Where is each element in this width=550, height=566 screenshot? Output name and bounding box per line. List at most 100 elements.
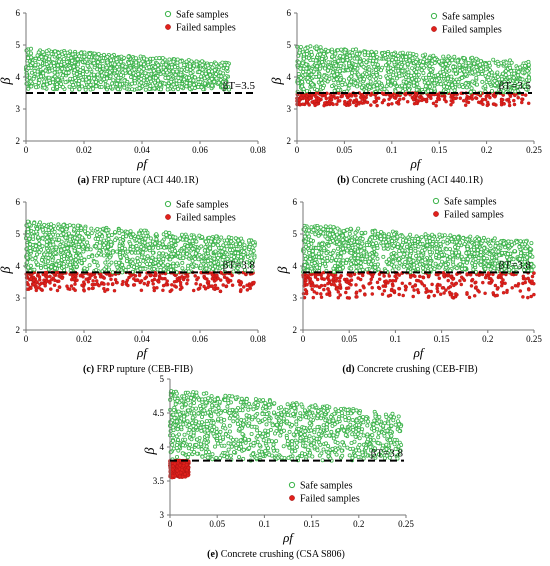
y-tick-label: 6 (16, 197, 21, 207)
safe-point (171, 264, 176, 269)
failed-point (68, 287, 72, 291)
safe-point (52, 70, 57, 75)
safe-point (193, 256, 198, 261)
safe-point (462, 56, 467, 61)
safe-point (148, 236, 153, 241)
failed-point (469, 284, 474, 288)
safe-point (410, 56, 415, 61)
failed-point (65, 284, 69, 288)
safe-point (173, 235, 178, 240)
safe-point (209, 76, 214, 81)
safe-point (427, 64, 432, 69)
failed-point (481, 280, 485, 285)
safe-point (78, 68, 83, 73)
safe-point (124, 234, 129, 239)
failed-point (530, 274, 535, 279)
safe-point (27, 222, 32, 227)
safe-point (76, 62, 81, 67)
safe-point (478, 62, 483, 67)
failed-point (139, 279, 144, 283)
safe-point (338, 77, 343, 82)
x-axis-label: ρf (136, 345, 149, 360)
safe-point (441, 84, 446, 89)
safe-point (443, 62, 448, 67)
safe-point (73, 262, 78, 267)
safe-point (175, 57, 180, 62)
safe-point (407, 54, 412, 59)
safe-point (100, 73, 105, 78)
failed-point (408, 281, 412, 286)
safe-point (224, 244, 229, 249)
safe-point (91, 72, 96, 77)
safe-point (186, 75, 191, 80)
safe-point (384, 84, 389, 89)
safe-point (486, 78, 491, 83)
failed-point (91, 279, 95, 283)
x-tick-label: 0 (24, 334, 29, 344)
safe-point (46, 259, 51, 264)
failed-point (160, 276, 165, 281)
safe-point (172, 248, 177, 253)
failed-point (523, 280, 528, 285)
safe-point (214, 76, 219, 81)
safe-point (181, 251, 186, 256)
safe-point (110, 270, 115, 275)
safe-point (102, 253, 107, 258)
safe-point (72, 68, 77, 73)
failed-point (326, 274, 331, 278)
safe-point (31, 76, 36, 81)
failed-point (390, 102, 394, 106)
failed-point (467, 96, 471, 100)
safe-point (96, 236, 101, 241)
safe-point (208, 246, 213, 251)
failed-point (358, 100, 363, 104)
failed-point (389, 288, 394, 293)
failed-point (314, 102, 319, 107)
safe-point (385, 79, 390, 84)
safe-point (120, 63, 125, 68)
safe-point (158, 260, 163, 265)
safe-point (424, 75, 429, 80)
safe-point (479, 66, 484, 71)
safe-point (38, 220, 43, 225)
failed-point (322, 287, 326, 292)
failed-point (493, 94, 497, 99)
failed-point (501, 290, 506, 295)
safe-point (142, 240, 147, 245)
safe-point (378, 85, 383, 90)
safe-point (83, 226, 88, 231)
failed-point (78, 274, 83, 278)
safe-point (457, 62, 462, 67)
failed-point (212, 286, 216, 291)
safe-point (141, 233, 146, 238)
safe-point (373, 67, 378, 72)
safe-point (40, 244, 45, 249)
safe-point (65, 67, 70, 72)
failed-point (312, 290, 317, 294)
failed-point (369, 103, 373, 107)
safe-point (330, 70, 335, 75)
safe-point (28, 249, 33, 254)
failed-point (375, 103, 379, 108)
safe-point (128, 241, 133, 246)
safe-point (93, 244, 98, 249)
failed-point (435, 289, 440, 294)
safe-point (72, 227, 77, 232)
safe-point (113, 238, 118, 243)
safe-point (508, 65, 513, 70)
safe-point (347, 83, 352, 88)
safe-point (219, 63, 224, 68)
safe-point (327, 65, 332, 70)
failed-point (133, 278, 138, 283)
safe-point (137, 231, 142, 236)
safe-point (453, 68, 458, 73)
safe-point (405, 61, 410, 66)
failed-point (412, 288, 416, 292)
safe-point (67, 84, 72, 89)
safe-point (320, 86, 325, 91)
safe-point (300, 61, 305, 66)
failed-point (458, 279, 462, 283)
safe-point (157, 56, 162, 61)
safe-point (25, 219, 30, 224)
